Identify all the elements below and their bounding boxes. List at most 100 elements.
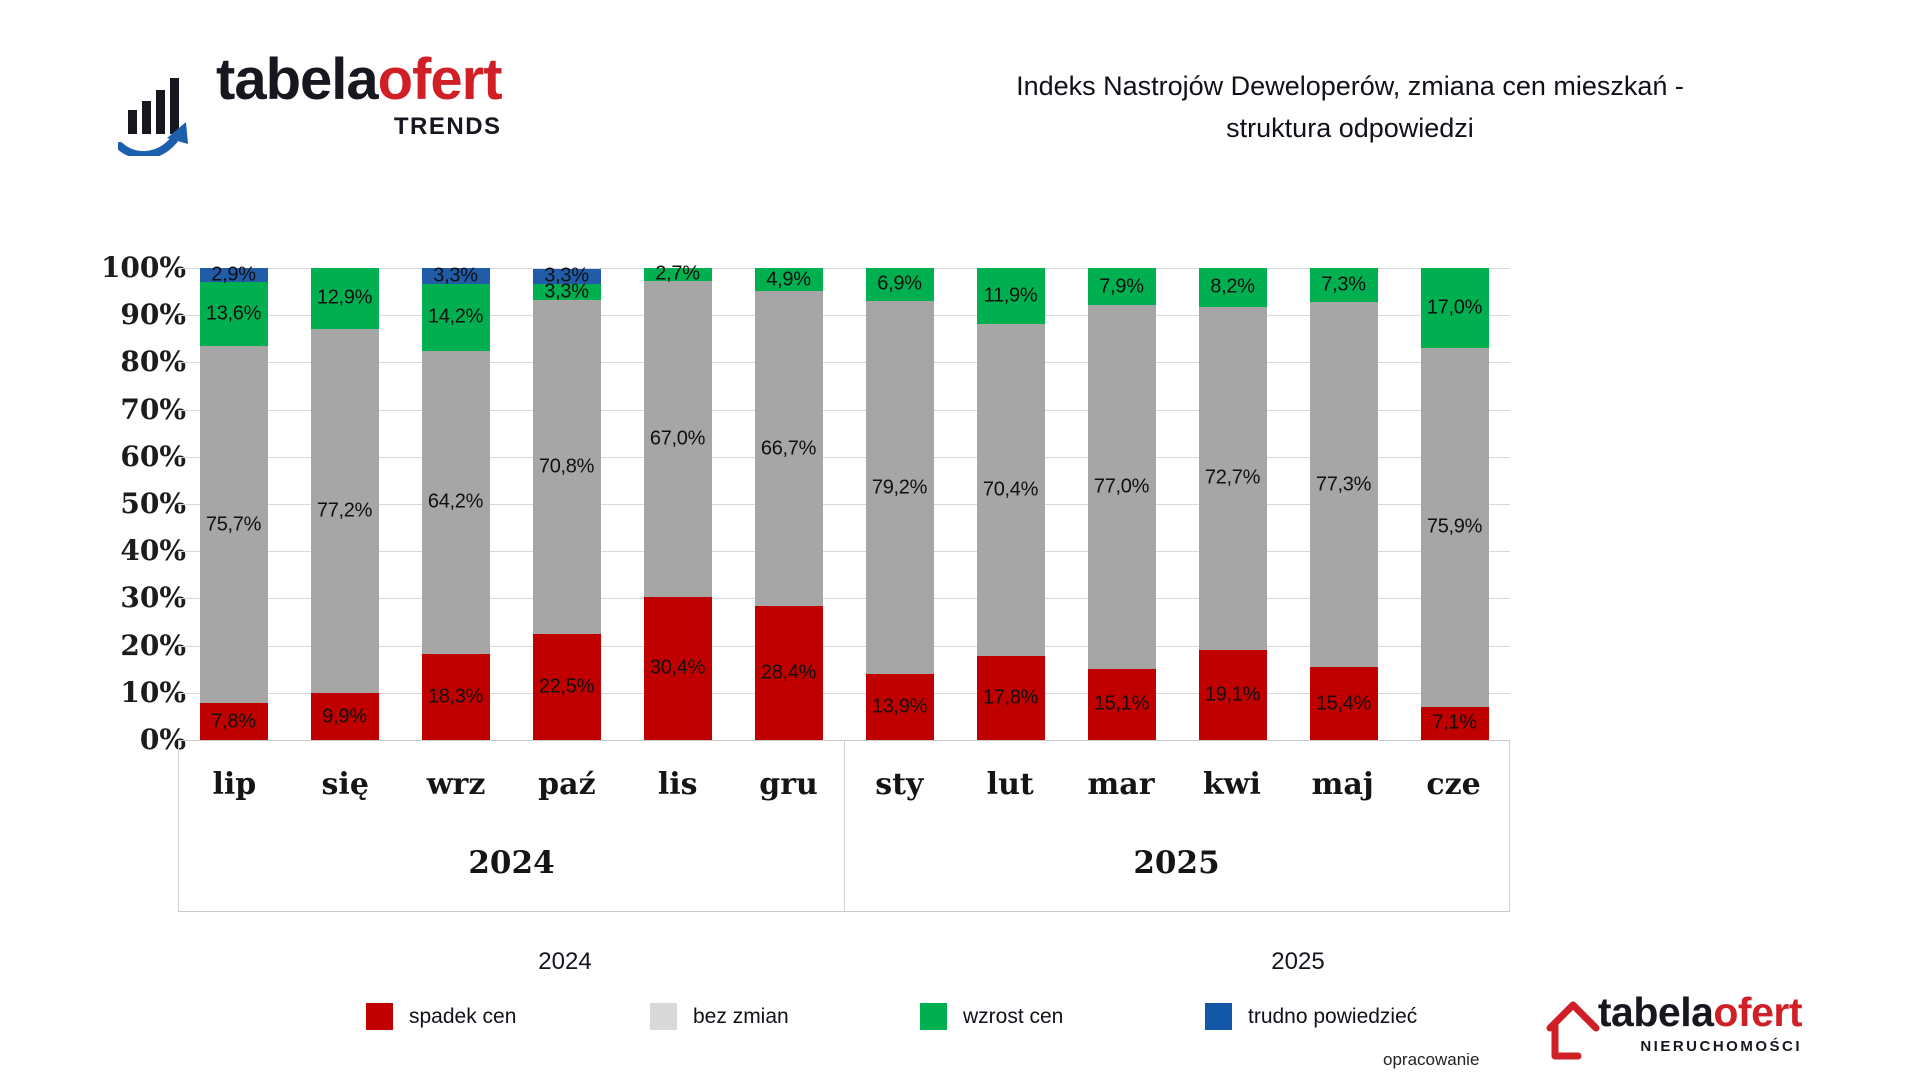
- house-icon: [1546, 1001, 1600, 1060]
- bar-segment-label: 3,3%: [544, 280, 589, 303]
- bar-segment-label: 15,1%: [1093, 692, 1150, 715]
- header-logo-subtitle: TRENDS: [393, 112, 502, 140]
- y-axis: 100% 90% 80% 70% 60% 50% 40% 30% 20% 10% 0%: [0, 251, 186, 756]
- bar-segment: 64,2%: [421, 350, 490, 654]
- bar-segment: 77,0%: [1087, 305, 1156, 669]
- bar-column-gru: 28,4% 66,7% 4,9%: [733, 268, 844, 740]
- bar-segment-label: 22,5%: [538, 675, 595, 698]
- bar-segment: 66,7%: [754, 291, 823, 606]
- bar-chart-arrow-icon: [118, 78, 188, 156]
- bar-segment: 8,2%: [1198, 268, 1267, 307]
- x-axis-month-label: kwi: [1202, 767, 1261, 802]
- chart-title-line1: Indeks Nastrojów Deweloperów, zmiana cen…: [1016, 71, 1684, 101]
- legend-swatch-green: [920, 1003, 947, 1030]
- y-axis-tick-label: 20%: [120, 628, 186, 662]
- bar-segment: 7,9%: [1087, 268, 1156, 306]
- legend-item-spadek-cen: spadek cen: [366, 1003, 516, 1030]
- y-axis-tick-label: 80%: [120, 345, 186, 379]
- bar-segment-label: 70,4%: [982, 478, 1039, 501]
- gridline: [178, 645, 1510, 647]
- x-axis-year-label: 2024: [468, 845, 555, 881]
- y-axis-tick-label: 0%: [139, 723, 186, 756]
- bar-segment-label: 17,0%: [1426, 296, 1483, 319]
- bar-segment: 13,9%: [865, 674, 934, 740]
- legend-label: spadek cen: [409, 1004, 517, 1028]
- x-axis-months: lip się wrz paź lis gru sty lut mar kwi maj cze: [179, 767, 1509, 802]
- y-axis-tick-label: 40%: [120, 534, 186, 568]
- legend-label: wzrost cen: [963, 1004, 1064, 1028]
- stacked-bar: 19,1% 72,7% 8,2%: [1198, 268, 1267, 740]
- bar-segment-label: 6,9%: [877, 272, 922, 295]
- bar-segment-label: 18,3%: [427, 685, 484, 708]
- below-axis-year-2024: 2024: [538, 948, 592, 975]
- bar-segment: 19,1%: [1198, 649, 1267, 740]
- bar-segment: 72,7%: [1198, 306, 1267, 650]
- bar-segment: 70,4%: [976, 324, 1045, 657]
- bar-column-lut: 17,8% 70,4% 11,9%: [955, 267, 1066, 740]
- bar-segment-label: 7,9%: [1099, 275, 1144, 298]
- footer-logo: tabelaofert NIERUCHOMOŚCI: [1542, 989, 1802, 1062]
- legend-swatch-blue: [1205, 1003, 1232, 1030]
- x-axis-frame: lip się wrz paź lis gru sty lut mar kwi maj cze 202…: [178, 740, 1510, 912]
- legend-item-wzrost-cen: wzrost cen: [920, 1003, 1063, 1030]
- bar-segment: 30,4%: [643, 596, 712, 740]
- bar-segment-label: 72,7%: [1204, 466, 1261, 489]
- chart-title-line2: struktura odpowiedzi: [1226, 112, 1474, 143]
- bar-segment-label: 77,3%: [1315, 473, 1372, 496]
- bar-segment: 3,3%: [421, 264, 490, 286]
- bar-segment-label: 3,3%: [433, 264, 478, 287]
- bar-column-się: 9,9% 77,2% 12,9%: [289, 268, 400, 740]
- bar-segment: 77,2%: [310, 328, 379, 694]
- bar-column-lis: 30,4% 67,0% 2,7%: [622, 263, 733, 740]
- bar-segment: 2,9%: [199, 263, 268, 285]
- bar-segment: 15,1%: [1087, 668, 1156, 740]
- bar-segment-label: 3,3%: [544, 264, 589, 287]
- bar-segment-label: 11,9%: [983, 284, 1038, 307]
- y-axis-tick-label: 10%: [120, 675, 186, 709]
- gridline: [178, 504, 1510, 505]
- bar-segment: 3,3%: [532, 265, 601, 287]
- x-axis-month-label: cze: [1426, 767, 1481, 802]
- bar-segment: 7,8%: [199, 703, 268, 740]
- bar-segment: 15,4%: [1309, 667, 1378, 740]
- bar-segment-label: 75,9%: [1426, 515, 1483, 538]
- bar-segment: 7,3%: [1309, 268, 1378, 303]
- bar-segment: 4,9%: [754, 268, 823, 292]
- header-logo-wordmark: tabelaofert: [216, 47, 503, 112]
- bar-segment: 13,6%: [199, 281, 268, 346]
- x-axis-month-label: mar: [1087, 767, 1155, 802]
- bars-container: 7,8% 75,7% 13,6% 2,9% 9,9% 77,2% 12,9% 18,3% 64,…: [178, 263, 1510, 740]
- stacked-bar: 28,4% 66,7% 4,9%: [754, 268, 823, 740]
- legend-label: bez zmian: [693, 1004, 789, 1028]
- bar-segment-label: 7,1%: [1432, 711, 1477, 734]
- y-axis-tick-label: 100%: [100, 251, 186, 284]
- year-group-divider: [844, 741, 845, 911]
- bar-segment: 79,2%: [865, 300, 934, 675]
- bar-segment-label: 66,7%: [760, 437, 817, 460]
- gridline: [178, 315, 1510, 317]
- bar-segment: 12,9%: [310, 268, 379, 329]
- bar-segment: 2,7%: [643, 263, 712, 285]
- bar-segment: 75,7%: [199, 345, 268, 704]
- y-axis-tick-label: 90%: [120, 298, 186, 332]
- x-axis-month-label: się: [321, 767, 369, 802]
- bar-segment-label: 4,9%: [766, 268, 811, 291]
- y-axis-tick-label: 70%: [120, 392, 186, 426]
- bar-segment-label: 13,9%: [871, 695, 928, 718]
- bar-segment-label: 64,2%: [427, 490, 484, 513]
- gridline: [178, 598, 1510, 600]
- bar-column-cze: 7,1% 75,9% 17,0%: [1399, 268, 1510, 740]
- bar-segment-label: 2,7%: [655, 262, 700, 285]
- y-axis-tick-label: 60%: [120, 439, 186, 473]
- bar-segment-label: 77,0%: [1093, 475, 1150, 498]
- bar-segment-label: 15,4%: [1315, 692, 1372, 715]
- legend-item-trudno-powiedziec: trudno powiedzieć: [1205, 1003, 1417, 1030]
- bar-segment: 77,3%: [1309, 302, 1378, 668]
- gridline: [178, 456, 1510, 458]
- legend-label: trudno powiedzieć: [1248, 1004, 1418, 1028]
- bar-segment-label: 7,8%: [211, 710, 256, 733]
- y-axis-tick-label: 50%: [120, 487, 186, 520]
- x-axis-month-label: maj: [1311, 767, 1374, 802]
- stacked-bar: 22,5% 70,8% 3,3% 3,3%: [532, 265, 601, 740]
- bar-segment-label: 19,1%: [1204, 683, 1261, 706]
